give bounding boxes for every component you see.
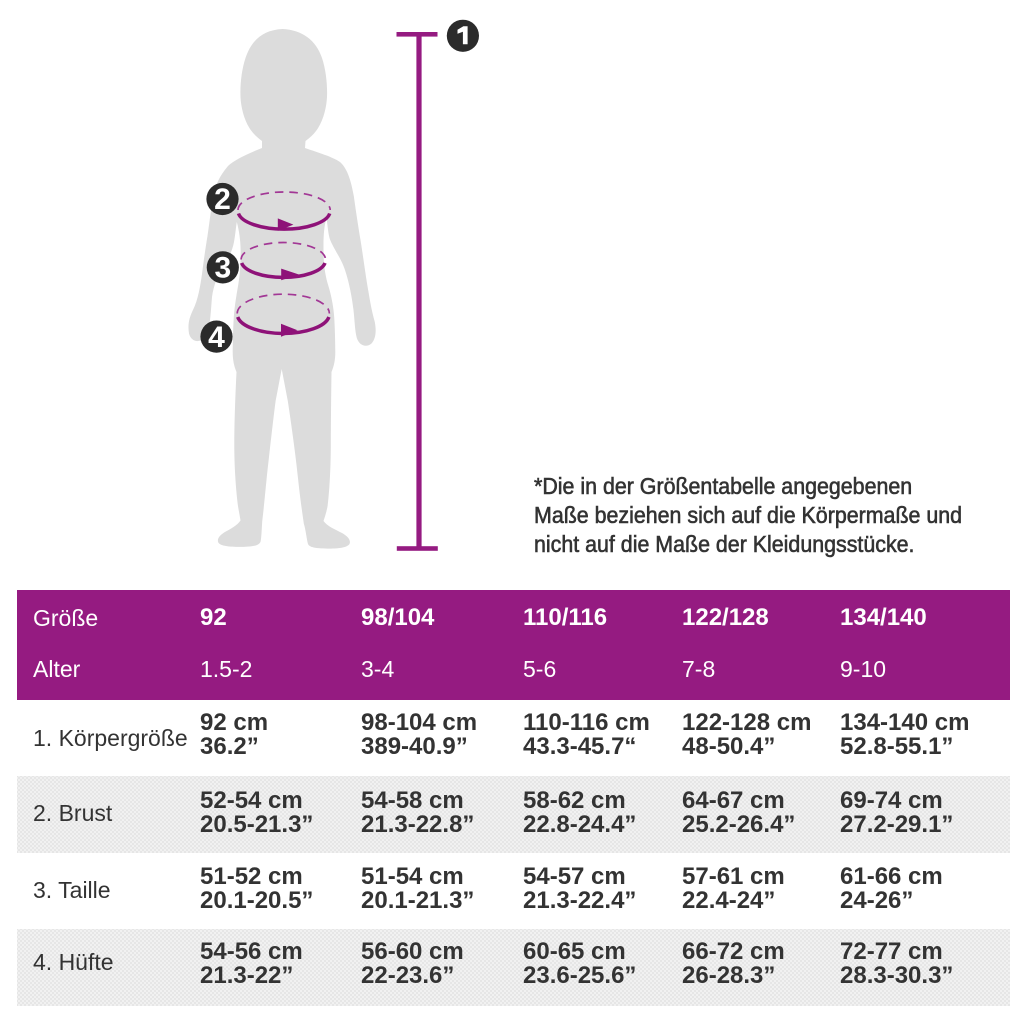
svg-text:2: 2 (214, 183, 231, 216)
svg-text:4: 4 (208, 321, 225, 354)
svg-text:3: 3 (214, 252, 231, 285)
